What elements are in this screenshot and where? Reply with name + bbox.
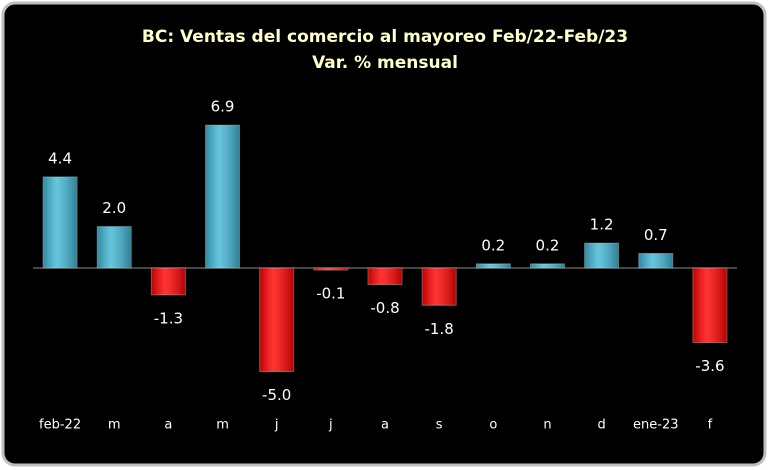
x-tick-label: m xyxy=(216,418,229,433)
x-tick-label: j xyxy=(328,418,333,433)
x-tick-label: o xyxy=(489,418,497,433)
x-tick-label: a xyxy=(381,418,389,433)
bar-shade xyxy=(151,268,186,295)
value-label: -5.0 xyxy=(262,386,291,404)
value-label: 1.2 xyxy=(590,216,614,234)
value-label: 0.2 xyxy=(536,236,560,254)
value-label: -1.8 xyxy=(425,320,454,338)
bar-shade xyxy=(368,268,402,285)
value-label: 2.0 xyxy=(102,199,126,217)
bar-shade xyxy=(476,263,511,268)
value-label: 6.9 xyxy=(211,98,235,116)
value-label: -1.3 xyxy=(154,309,183,327)
value-label: 4.4 xyxy=(48,149,72,167)
x-tick-label: feb-22 xyxy=(39,418,81,433)
bar-shade xyxy=(205,125,240,268)
x-tick-label: a xyxy=(164,418,172,433)
x-tick-label: ene-23 xyxy=(633,418,678,433)
bar-shade xyxy=(638,253,673,268)
bar-shade xyxy=(313,268,348,271)
bar-shade xyxy=(43,176,78,268)
bar-shade xyxy=(692,268,727,343)
value-label: -0.8 xyxy=(370,299,399,317)
x-tick-label: j xyxy=(274,418,279,433)
x-tick-label: d xyxy=(597,418,605,433)
value-label: 0.2 xyxy=(481,236,505,254)
bar-shade xyxy=(422,268,457,306)
bar-shade xyxy=(584,243,619,268)
bar-shade xyxy=(259,268,294,372)
x-tick-label: f xyxy=(708,418,713,433)
value-label: -3.6 xyxy=(695,357,724,375)
x-tick-label: m xyxy=(108,418,121,433)
bar-shade xyxy=(530,263,565,268)
value-label: -0.1 xyxy=(316,285,345,303)
chart-title: BC: Ventas del comercio al mayoreo Feb/2… xyxy=(142,27,628,47)
x-tick-label: s xyxy=(436,418,443,433)
bar-shade xyxy=(97,226,132,268)
x-tick-label: n xyxy=(543,418,551,433)
value-label: 0.7 xyxy=(644,226,668,244)
chart-subtitle: Var. % mensual xyxy=(312,53,458,73)
